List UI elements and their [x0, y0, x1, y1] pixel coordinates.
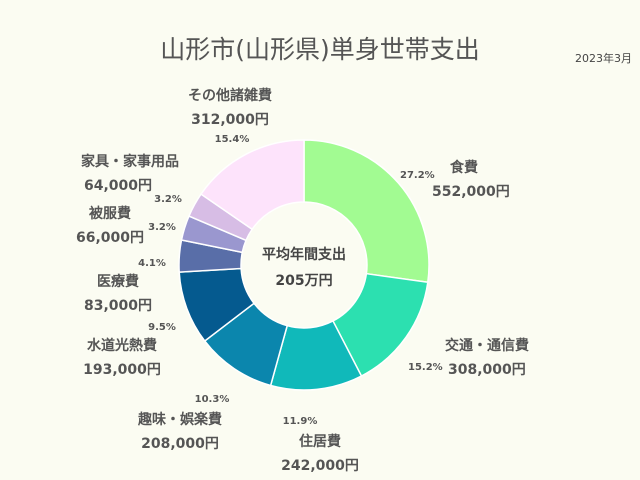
slice-amount-7: 64,000円	[84, 178, 152, 194]
slice-amount-2: 242,000円	[281, 458, 359, 474]
slice-0	[303, 139, 430, 284]
slice-percent-2: 11.9%	[283, 416, 318, 427]
slice-percent-8: 15.4%	[215, 134, 250, 145]
slice-amount-6: 66,000円	[76, 230, 144, 246]
slice-amount-3: 208,000円	[141, 436, 219, 452]
slice-name-8: その他諸雑費	[188, 87, 272, 104]
slice-amount-1: 308,000円	[448, 362, 526, 378]
slice-amount-4: 193,000円	[83, 362, 161, 378]
slice-name-1: 交通・通信費	[445, 337, 529, 354]
slices-group	[178, 139, 430, 391]
slice-name-7: 家具・家事用品	[81, 153, 179, 170]
center-label: 平均年間支出	[262, 246, 346, 263]
slice-percent-1: 15.2%	[408, 362, 443, 373]
slice-amount-0: 552,000円	[432, 184, 510, 200]
slice-percent-3: 10.3%	[195, 394, 230, 405]
slice-8	[200, 139, 305, 231]
chart-date: 2023年3月	[575, 52, 632, 65]
labels-group: 27.2% 食費 552,000円 15.2%交通・通信費 308,000円 11.9% 住…	[76, 87, 529, 474]
slice-percent-0: 27.2%	[400, 170, 435, 181]
slice-amount-8: 312,000円	[191, 112, 269, 128]
slice-name-3: 趣味・娯楽費	[137, 411, 222, 428]
slice-name-5: 医療費	[97, 273, 139, 290]
slice-name-4: 水道光熱費	[87, 337, 157, 354]
slice-percent-5: 4.1%	[138, 258, 166, 269]
slice-name-2: 住居費	[299, 433, 341, 450]
slice-percent-6: 3.2%	[148, 222, 176, 233]
slice-amount-5: 83,000円	[84, 298, 152, 314]
slice-percent-4: 9.5%	[148, 322, 176, 333]
chart-title: 山形市(山形県)単身世帯支出	[160, 35, 480, 64]
slice-percent-7: 3.2%	[154, 194, 182, 205]
center-value: 205万円	[275, 273, 332, 289]
slice-name-6: 被服費	[89, 205, 131, 222]
slice-name-0: 食費	[450, 159, 478, 176]
